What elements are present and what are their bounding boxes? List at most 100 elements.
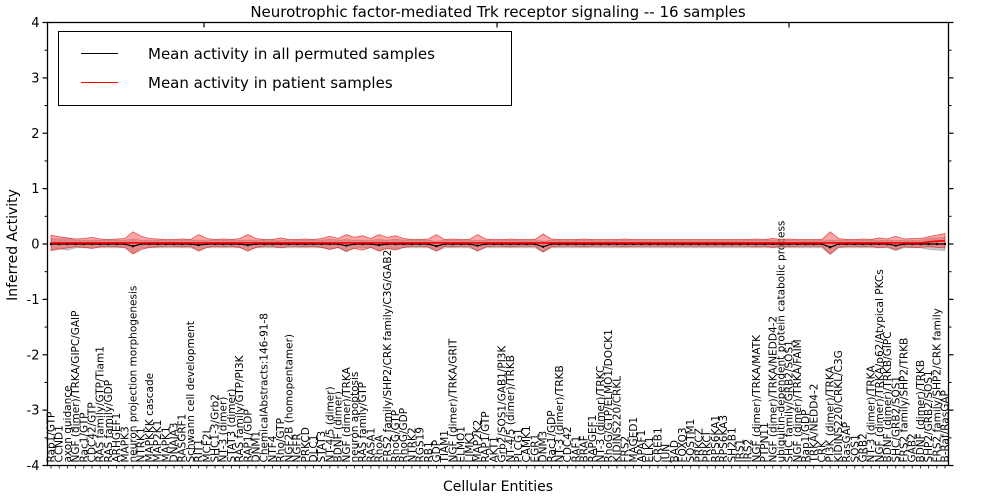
x-tick-label: SQSTM1: [685, 419, 697, 463]
x-tick-label: EGR1: [529, 434, 541, 463]
x-tick-label: NTF4: [267, 435, 279, 462]
x-tick-label: NGF (dimer)/TRKA/p62/Atypical PKCs: [874, 269, 886, 462]
x-tick-label: MAPKKK cascade: [144, 373, 156, 463]
x-tick-label: IRS1: [734, 439, 746, 463]
permuted-marker: [927, 242, 930, 246]
x-tick-label: Rap1/GDP: [800, 410, 812, 463]
y-tick-label: -2: [27, 348, 40, 363]
x-tick-label: CCND1: [54, 425, 66, 462]
y-tick-label: 4: [31, 16, 39, 31]
x-tick-label: NT-4/5 (dimer)/TRKB: [505, 355, 517, 462]
permuted-marker: [894, 244, 897, 247]
x-tick-label: NGF (dimer)/TRKA: [341, 366, 353, 462]
x-tick-label: LIMK1: [464, 431, 476, 463]
legend: Mean activity in all permuted samples Me…: [58, 31, 512, 106]
x-tick-label: RGS19: [415, 427, 427, 462]
patient-line-sample: [81, 82, 118, 83]
legend-label-permuted: Mean activity in all permuted samples: [148, 44, 435, 63]
x-tick-label: DNM1: [251, 431, 263, 463]
x-tick-label: Rap1/GTP: [46, 412, 58, 463]
y-tick-label: 2: [31, 127, 39, 142]
permuted-marker: [943, 242, 947, 246]
x-tick-label: RPS6KA1: [710, 415, 722, 463]
y-tick-label: -1: [27, 293, 40, 308]
x-tick-label: NT-4/5 (dimer): [324, 386, 336, 462]
x-tick-label: NGFR: [292, 433, 304, 462]
x-tick-label: Grb2/SOS1/GAB1/PI3K: [497, 345, 509, 463]
x-tick-label: STAT3: [316, 431, 328, 463]
x-tick-label: FRS2 family/SHP2/TRKB: [898, 338, 910, 463]
x-tick-label: SHC1-3/Grb2: [210, 394, 222, 462]
x-tick-label: RAS family/GDP: [103, 380, 115, 463]
permuted-marker: [377, 243, 381, 247]
x-tick-label: RASGRF1: [177, 414, 189, 463]
x-tick-label: GDP: [431, 440, 443, 463]
x-tick-label: axon guidance: [62, 386, 74, 463]
permuted-line-sample: [81, 53, 118, 54]
x-tick-label: CREB1: [652, 427, 664, 462]
x-tick-label: RhoG/GDP: [398, 408, 410, 463]
permuted-marker: [345, 244, 348, 247]
x-tick-label: RIT1: [193, 439, 205, 463]
x-tick-label: MCF2L: [201, 427, 213, 462]
x-tick-label: RAS family/GTP/Tiam1: [95, 346, 107, 462]
x-tick-label: ELMO1: [456, 426, 468, 463]
permuted-marker: [476, 244, 479, 247]
x-tick-label: NT-3 (dimer): [218, 397, 230, 463]
x-tick-label: NTRK2: [406, 427, 418, 462]
permuted-marker: [828, 246, 832, 249]
x-tick-label: PLCG1: [513, 428, 525, 462]
y-tick-label: -3: [27, 404, 40, 419]
permuted-marker: [246, 243, 250, 247]
x-tick-label: NGF (dimer)/TRKA/MATK: [751, 334, 763, 463]
x-tick-label: APAF1: [636, 430, 648, 463]
x-tick-label: RhoG/GTP: [390, 410, 402, 463]
x-tick-label: TRKA/NEDD4-2: [808, 384, 820, 464]
y-tick-label: 1: [31, 182, 39, 197]
x-tick-label: B-Raf/RasGAP: [940, 390, 952, 462]
x-tick-label: FRS2 family/SHP2/CRK family/C3G/GAB2: [382, 250, 394, 463]
x-tick-label: FOXO3: [677, 427, 689, 462]
x-tick-label: PI3K (dimer)/TRKA: [825, 365, 837, 462]
x-tick-label: NT-3 (dimer)/TRKB: [554, 365, 566, 462]
x-tick-label: STAT3 (dimer): [226, 389, 238, 463]
x-tick-label: RasGAP: [841, 422, 853, 463]
x-tick-label: RPS6KA3: [718, 415, 730, 463]
x-tick-label: RB1: [423, 441, 435, 462]
x-tick-label: Rac1/GDP: [546, 410, 558, 462]
x-tick-label: NT-3 (dimer)/TRKC: [595, 366, 607, 463]
x-tick-label: PRKCD: [300, 427, 312, 462]
x-tick-label: KIDINS220/CRKL: [611, 376, 623, 463]
patient-mean-line: [51, 239, 946, 244]
x-tick-label: SHC family/GRB2/SOS1: [784, 340, 796, 462]
x-tick-label: BAD: [669, 440, 681, 462]
x-tick-label: BDNF (dimer): [333, 391, 345, 462]
x-tick-label: ELK1: [644, 436, 656, 462]
legend-entry-permuted: Mean activity in all permuted samples: [59, 39, 511, 68]
y-tick-label: 3: [31, 71, 39, 86]
x-tick-label: RhoG/GTP/ELMO1/DOCK1: [603, 329, 615, 462]
x-tick-label: RAP1/GDP: [242, 409, 254, 462]
x-tick-label: MAPK3: [119, 426, 131, 462]
x-tick-label: NGF (dimer)/TRKA/GRIT: [447, 338, 459, 462]
permuted-mean-line: [51, 243, 945, 248]
x-tick-label: FRS2 family/SHP2/CRK family: [931, 308, 943, 462]
chart-title: Neurotrophic factor-mediated Trk recepto…: [250, 3, 746, 21]
x-tick-label: MAP2K1: [152, 420, 164, 463]
x-tick-label: RAP1/GTP: [480, 411, 492, 462]
x-tick-label: NGF (dimer)/TRKA/FAIM: [792, 339, 804, 462]
permuted-marker: [935, 242, 938, 246]
x-tick-label: RhoA: [374, 434, 386, 462]
x-tick-label: KIDINS220/CRKL/C3G: [833, 350, 845, 462]
x-tick-label: SH2B1: [726, 427, 738, 462]
legend-entry-patient: Mean activity in patient samples: [59, 68, 511, 97]
x-tick-label: PTPN11: [759, 422, 771, 462]
x-tick-label: MAPK1: [160, 426, 172, 462]
x-tick-label: MAGED1: [628, 417, 640, 463]
x-tick-label: CDC42: [562, 426, 574, 462]
x-tick-label: BDNF (dimer)/TRKB: [915, 360, 927, 463]
x-axis-label: Cellular Entities: [442, 479, 554, 495]
x-tick-label: RAS family/GTP: [357, 382, 369, 463]
x-tick-label: NGF (dimer)/TRKA/NEDD4-2: [767, 316, 779, 463]
